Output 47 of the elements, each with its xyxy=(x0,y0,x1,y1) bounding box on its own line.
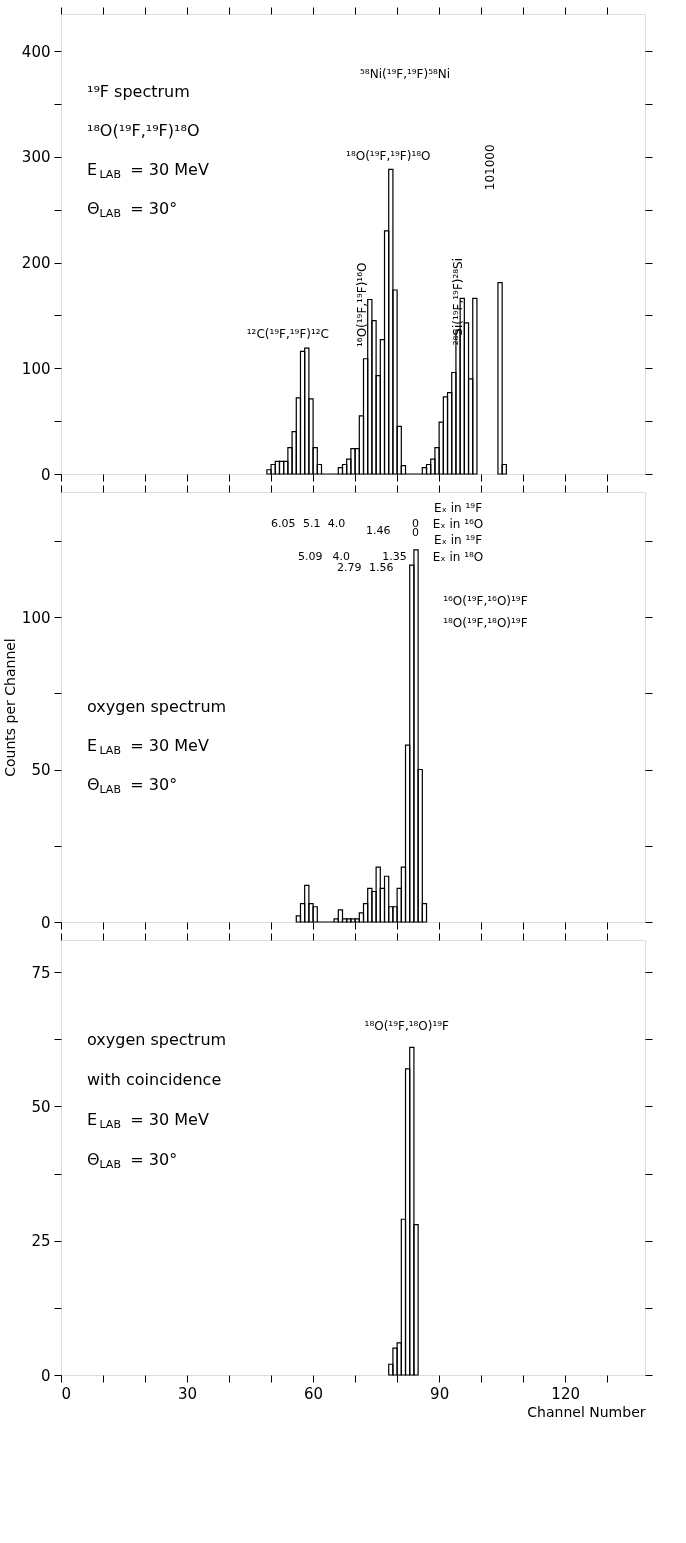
annotation: 1.35 xyxy=(382,549,407,563)
annotation: ¹⁹F spectrum xyxy=(87,82,190,101)
y-tick-label: 400 xyxy=(21,42,51,61)
annotation: 1.56 xyxy=(368,561,394,575)
y-tick-label: 50 xyxy=(31,761,51,780)
x-tick-label: 120 xyxy=(551,1384,580,1403)
annotation: 5.09 xyxy=(297,549,323,563)
x-tick-label: 30 xyxy=(178,1384,198,1403)
annotation: 6.05 xyxy=(271,516,296,530)
x-tick-label: 90 xyxy=(430,1384,450,1403)
y-tick-label: 0 xyxy=(40,913,51,932)
annotation: oxygen spectrum xyxy=(87,1030,227,1049)
x-tick-label: 0 xyxy=(61,1384,72,1403)
annotation: Eₓ in ¹⁹F xyxy=(434,501,483,516)
y-tick-label: 200 xyxy=(21,254,51,273)
annotation: ¹⁶O(¹⁹F,¹⁹F)¹⁶O xyxy=(354,262,369,347)
x-tick-label: 60 xyxy=(304,1384,324,1403)
annotation: Eₓ in ¹⁶O xyxy=(432,516,484,531)
annotation: 0 xyxy=(412,525,420,539)
annotation: ¹⁸O(¹⁹F,¹⁹F)¹⁸O xyxy=(346,148,431,163)
annotation: ¹⁶O(¹⁹F,¹⁶O)¹⁹F xyxy=(443,593,528,608)
annotation: 2.79 xyxy=(336,561,362,575)
annotation: ¹⁸O(¹⁹F,¹⁸O)¹⁹F xyxy=(364,1018,450,1033)
annotation: ¹⁸O(¹⁹F,¹⁹F)¹⁸O xyxy=(87,121,200,140)
annotation: with coincidence xyxy=(87,1070,222,1089)
y-axis-title: Counts per Channel xyxy=(1,638,18,777)
annotation: ⁵⁸Ni(¹⁹F,¹⁹F)⁵⁸Ni xyxy=(360,67,451,82)
y-tick-label: 300 xyxy=(21,148,51,167)
y-tick-label: 25 xyxy=(31,1232,51,1251)
annotation: 1.46 xyxy=(365,523,391,537)
annotation: ²⁸Si(¹⁹F,¹⁹F)²⁸Si xyxy=(451,257,466,346)
annotation: ¹⁸O(¹⁹F,¹⁸O)¹⁹F xyxy=(443,616,528,631)
y-tick-label: 75 xyxy=(31,963,51,982)
y-tick-label: 100 xyxy=(21,608,51,627)
y-tick-label: 100 xyxy=(21,359,51,378)
y-tick-label: 50 xyxy=(31,1097,51,1116)
annotation: 101000 xyxy=(482,144,497,191)
annotation: 5.1 xyxy=(303,516,321,530)
annotation: 4.0 xyxy=(327,516,346,530)
annotation: 4.0 xyxy=(332,549,350,563)
x-axis-title: Channel Number xyxy=(527,1403,646,1420)
annotation: oxygen spectrum xyxy=(87,697,227,716)
annotation: ¹²C(¹⁹F,¹⁹F)¹²C xyxy=(246,327,329,342)
y-tick-label: 0 xyxy=(40,465,51,484)
y-tick-label: 0 xyxy=(40,1366,51,1385)
annotation: Eₓ in ¹⁹F xyxy=(434,533,483,548)
annotation: Eₓ in ¹⁸O xyxy=(432,549,484,564)
